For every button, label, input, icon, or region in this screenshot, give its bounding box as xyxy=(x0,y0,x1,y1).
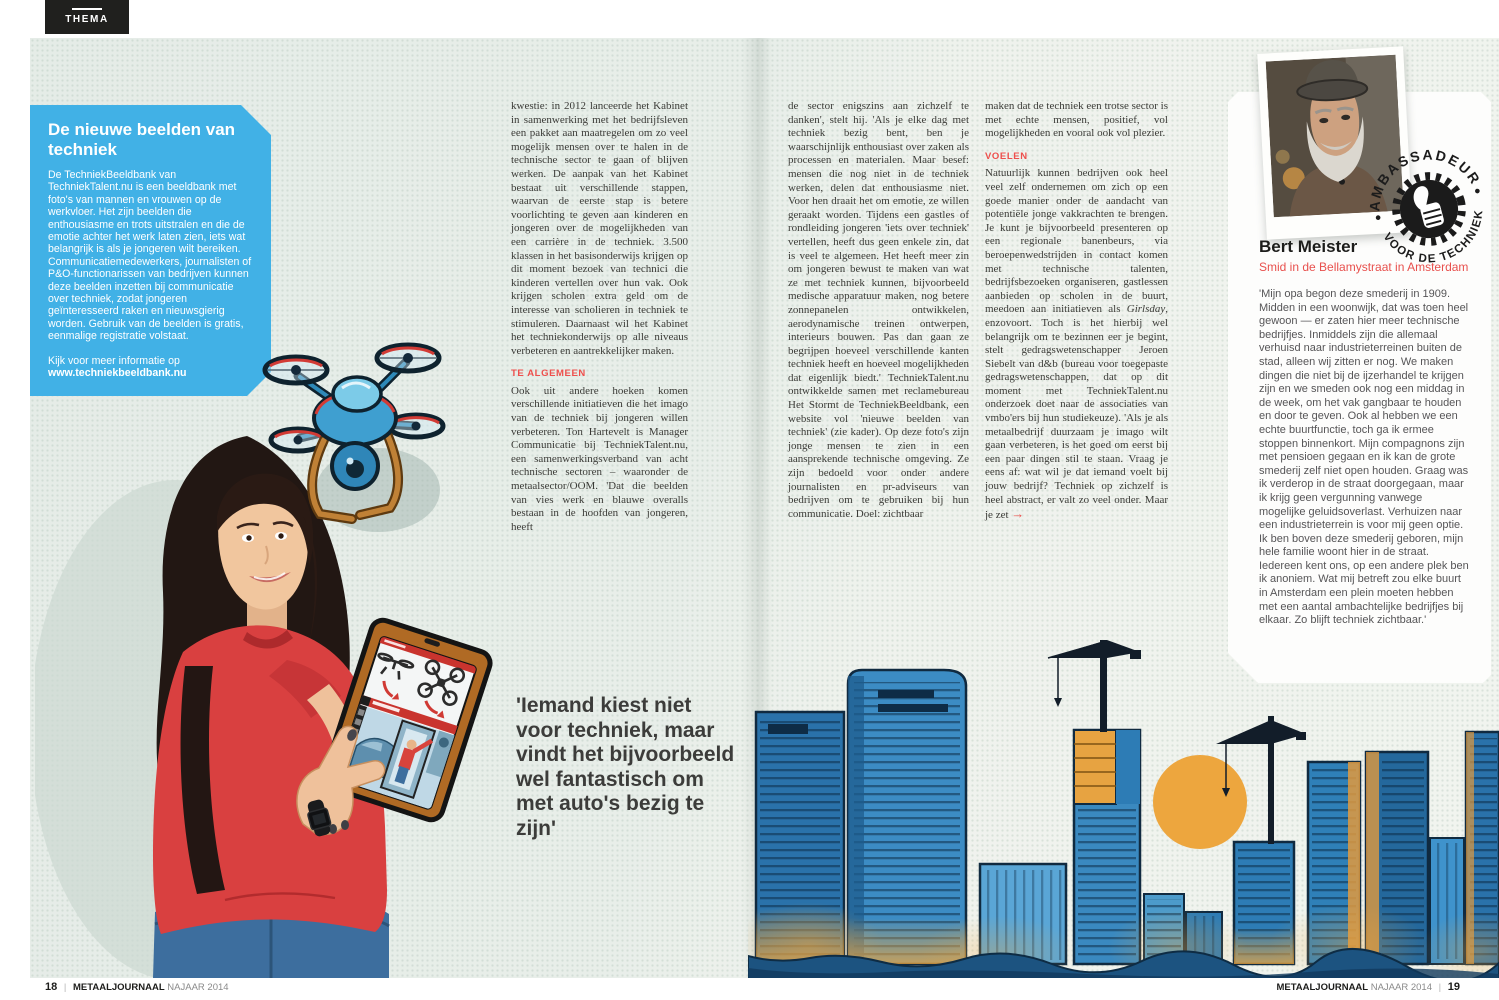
profile-subtitle: Smid in de Bellamystraat in Amsterdam xyxy=(1259,260,1469,274)
article-paragraph: kwestie: in 2012 lanceerde het Kabinet i… xyxy=(511,100,688,357)
crane-icon xyxy=(1216,716,1306,844)
magazine-title: METAALJOURNAAL xyxy=(1276,982,1369,993)
city-skyline-illustration xyxy=(748,640,1499,978)
profile-name: Bert Meister xyxy=(1259,237,1358,256)
italic-girlsday: Girlsday xyxy=(1126,303,1166,316)
thema-tab: THEMA xyxy=(45,0,129,34)
thema-rule xyxy=(72,8,102,10)
profile-body: 'Mijn opa begon deze smederij in 1909. M… xyxy=(1259,288,1469,627)
article-paragraph: de sector enigszins aan zichzelf te dank… xyxy=(788,100,969,520)
watch xyxy=(307,799,332,837)
footer-right: METAALJOURNAAL NAJAAR 2014 | 19 xyxy=(1276,981,1460,993)
section-heading: VOELEN xyxy=(985,150,1028,162)
issue-label: NAJAAR 2014 xyxy=(167,982,229,993)
thema-label: THEMA xyxy=(65,14,109,25)
info-box-more: Kijk voor meer informatie op xyxy=(48,354,180,367)
rotor-rings xyxy=(262,342,446,454)
article-paragraph: Natuurlijk kunnen bedrijven ook heel vee… xyxy=(985,167,1168,522)
page-number: 18 xyxy=(45,981,58,993)
pull-quote: 'Iemand kiest niet voor techniek, maar v… xyxy=(516,694,735,840)
hair-fringe xyxy=(217,473,314,566)
page-number: 19 xyxy=(1447,981,1460,993)
building xyxy=(846,668,968,966)
crane-icon xyxy=(1047,640,1141,732)
sun xyxy=(1153,755,1247,849)
drone-illustration xyxy=(262,342,446,532)
info-box-title: De nieuwe beelden van techniek xyxy=(48,120,236,159)
info-box: De nieuwe beelden van techniek De Techni… xyxy=(30,105,271,396)
polaroid-photo xyxy=(1257,46,1413,240)
article-paragraph: maken dat de techniek een trotse sector … xyxy=(985,100,1168,140)
info-box-body: De TechniekBeeldbank van TechniekTalent.… xyxy=(48,169,252,343)
bert-meister-portrait-photo xyxy=(1265,54,1404,218)
footer-left: 18 | METAALJOURNAAL NAJAAR 2014 xyxy=(45,981,229,993)
folded-corner xyxy=(241,105,271,135)
woman-with-tablet-illustration xyxy=(35,436,493,978)
article-column-3: maken dat de techniek een trotse sector … xyxy=(985,100,1168,523)
continuation-arrow-icon: → xyxy=(1011,506,1025,522)
info-box-url-link[interactable]: www.techniekbeeldbank.nu xyxy=(48,367,187,380)
section-heading: TE ALGEMEEN xyxy=(511,368,586,380)
article-column-2: de sector enigszins aan zichzelf te dank… xyxy=(788,100,969,521)
article-column-1: kwestie: in 2012 lanceerde het Kabinet i… xyxy=(511,100,688,534)
article-paragraph: Ook uit andere hoeken komen verschillend… xyxy=(511,384,688,533)
issue-label: NAJAAR 2014 xyxy=(1370,982,1432,993)
face xyxy=(218,483,308,610)
spread-background: De nieuwe beelden van techniek De Techni… xyxy=(30,38,1499,978)
magazine-title: METAALJOURNAAL xyxy=(73,982,165,993)
thumbs-up-icon xyxy=(1413,186,1444,228)
ambassadeur-stamp-icon: AMBASSADEUR VOOR DE TECHNIEK xyxy=(1366,146,1492,272)
